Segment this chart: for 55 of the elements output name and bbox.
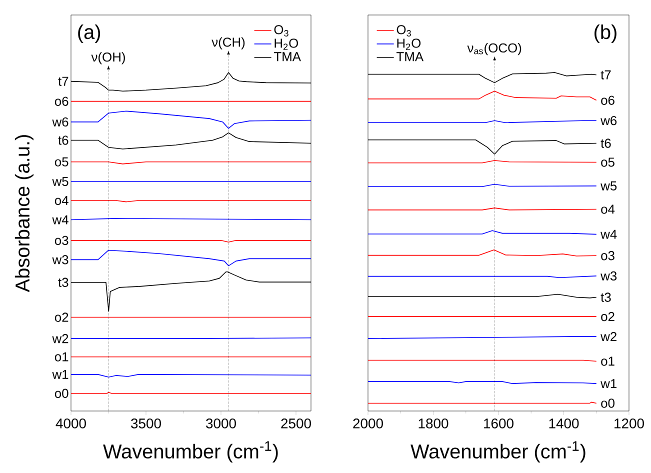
ref-line-label: ν$_{as}$(OCO) xyxy=(467,43,522,56)
text: w1 xyxy=(52,370,68,379)
text: o4 xyxy=(54,196,68,205)
text: w4 xyxy=(52,215,68,224)
annotation: w4 xyxy=(600,230,617,239)
x-tick-label: 2500 xyxy=(281,418,311,428)
ref-line-label: ν(OH) xyxy=(91,52,125,64)
text: o6 xyxy=(54,96,68,106)
annotation: o5 xyxy=(601,158,614,167)
annotation: o3 xyxy=(601,251,614,260)
annotation: w6 xyxy=(600,116,617,126)
legend-label: O$_{3}$ xyxy=(396,25,411,36)
text: t6 xyxy=(58,136,68,145)
annotation: w5 xyxy=(600,181,617,190)
legend-label: TMA xyxy=(396,52,424,62)
x-tick-label: 3500 xyxy=(131,418,161,428)
x-tick-label: 1600 xyxy=(484,418,514,428)
x-tick-label: 1200 xyxy=(614,418,644,428)
x-axis-title: Wavenumber (cm$^{-1}$) xyxy=(103,441,278,462)
y-axis-title: Absorbance (a.u.) xyxy=(14,135,34,292)
annotation: t7 xyxy=(600,70,611,80)
x-tick-label: 4000 xyxy=(56,418,86,428)
annotation: w1 xyxy=(600,379,617,388)
legend-label: TMA xyxy=(274,52,301,62)
annotation: o4 xyxy=(601,204,615,214)
annotation: w2 xyxy=(600,332,616,342)
annotation: t3 xyxy=(600,292,611,302)
text: o0 xyxy=(54,388,68,398)
x-tick-label: 2000 xyxy=(353,418,383,428)
x-tick-label: 1400 xyxy=(549,418,579,428)
text: o5 xyxy=(54,157,68,166)
annotation: o0 xyxy=(601,398,614,408)
x-tick-label: 1800 xyxy=(418,418,448,428)
ref-line-label: ν(CH) xyxy=(212,37,245,50)
text: w2 xyxy=(52,334,68,344)
text: (b) xyxy=(594,24,616,44)
text: o2 xyxy=(54,312,68,322)
annotation: o2 xyxy=(601,312,614,322)
legend-label: H$_{2}$O xyxy=(397,38,421,50)
legend-label: H$_{2}$O xyxy=(274,38,298,50)
text: w3 xyxy=(52,255,68,264)
annotation: o1 xyxy=(601,356,614,366)
text: t3 xyxy=(58,278,68,287)
text: t7 xyxy=(58,76,68,86)
text: o3 xyxy=(54,236,68,245)
annotation: o6 xyxy=(601,96,614,105)
text: w6 xyxy=(52,117,68,127)
text: (a) xyxy=(78,24,100,44)
annotation: t6 xyxy=(600,138,611,148)
x-axis-title: Wavenumber (cm$^{-1}$) xyxy=(410,441,586,462)
legend-label: O$_{3}$ xyxy=(274,25,288,36)
annotation: w3 xyxy=(600,271,617,281)
x-tick-label: 3000 xyxy=(206,418,236,428)
text: o1 xyxy=(54,352,68,362)
text: w5 xyxy=(52,177,68,186)
